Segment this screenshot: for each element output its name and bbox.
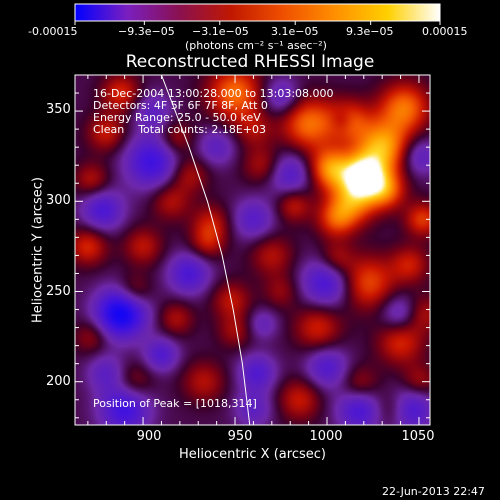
y-tick-label: 250 (46, 284, 71, 299)
time-range-annotation: 16-Dec-2004 13:00:28.000 to 13:03:08.000 (93, 87, 334, 100)
y-tick-label: 300 (46, 193, 71, 208)
x-tick-label: 900 (136, 429, 162, 444)
y-tick-label: 350 (46, 102, 71, 117)
x-tick-label: 1000 (309, 429, 343, 444)
y-tick-label: 200 (46, 374, 71, 389)
clean-counts-annotation: Clean Total counts: 2.18E+03 (93, 123, 267, 136)
colorbar-tick-label: −3.1e−05 (192, 25, 249, 38)
solar-limb-curve (160, 75, 251, 425)
footer-timestamp: 22-Jun-2013 22:47 (382, 485, 485, 498)
x-tick-label: 1050 (401, 429, 435, 444)
colorbar-tick-label: 9.3e−05 (346, 25, 394, 38)
axis-ticks (75, 74, 430, 425)
chart-title: Reconstructed RHESSI Image (125, 52, 375, 72)
colorbar-ticks (74, 21, 441, 25)
colorbar-tick-label: 3.1e−05 (271, 25, 319, 38)
plot-frame (74, 74, 431, 426)
y-axis-label: Heliocentric Y (arcsec) (30, 177, 46, 323)
colorbar-tick-label: -0.00015 (28, 25, 78, 38)
heatmap (75, 75, 430, 425)
energy-range-annotation: Energy Range: 25.0 - 50.0 keV (93, 111, 261, 124)
colorbar-unit-label: (photons cm⁻² s⁻¹ asec⁻²) (185, 39, 327, 52)
x-tick-label: 950 (227, 429, 253, 444)
colorbar-tick-label: 0.00015 (422, 25, 468, 38)
colorbar-tick-label: −9.3e−05 (118, 25, 175, 38)
detectors-annotation: Detectors: 4F 5F 6F 7F 8F, Att 0 (93, 99, 268, 112)
heatmap-image (75, 75, 430, 425)
x-axis-label: Heliocentric X (arcsec) (179, 447, 326, 462)
colorbar (74, 3, 441, 22)
peak-position-annotation: Position of Peak = [1018,314] (93, 397, 257, 410)
